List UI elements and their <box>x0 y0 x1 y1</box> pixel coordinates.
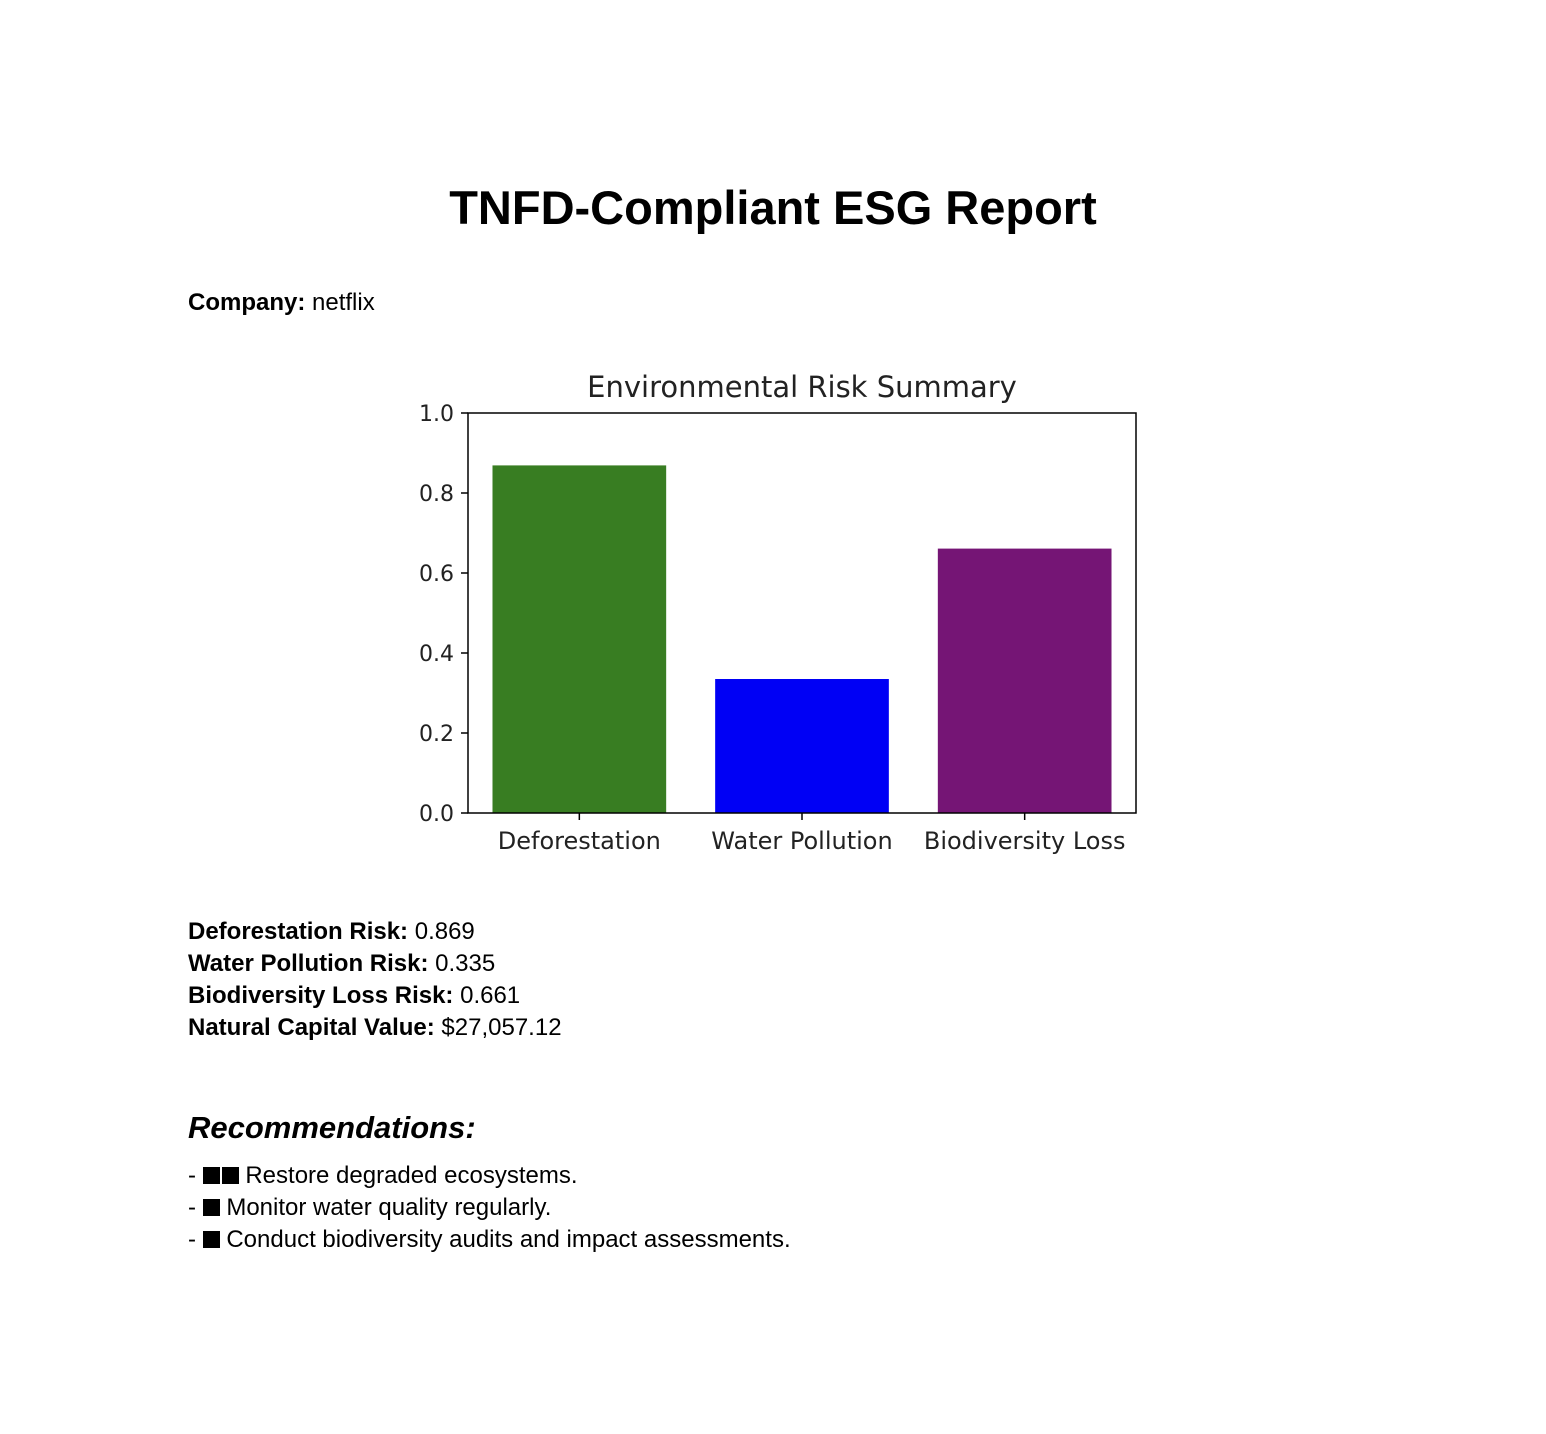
recommendations-list: - Restore degraded ecosystems. - Monitor… <box>188 1160 791 1256</box>
metric-value: 0.661 <box>460 982 521 1009</box>
x-tick-label: Deforestation <box>498 827 661 855</box>
metric-water-pollution-risk: Water Pollution Risk: 0.335 <box>188 948 562 980</box>
metric-label: Natural Capital Value: <box>188 1014 435 1041</box>
y-tick-label: 0.6 <box>419 562 454 587</box>
recommendation-item: - Restore degraded ecosystems. <box>188 1160 791 1192</box>
y-tick-label: 0.2 <box>419 722 454 747</box>
x-tick-label: Water Pollution <box>711 827 892 855</box>
environmental-risk-chart: Environmental Risk Summary Deforestation W… <box>419 370 1137 855</box>
report-title: TNFD-Compliant ESG Report <box>449 181 1097 234</box>
x-tick-label: Biodiversity Loss <box>924 827 1126 855</box>
metric-label: Deforestation Risk: <box>188 918 409 945</box>
black-square-icon <box>202 1231 220 1248</box>
metric-natural-capital-value: Natural Capital Value: $27,057.12 <box>188 1012 562 1044</box>
recommendation-text: Restore degraded ecosystems. <box>245 1162 578 1189</box>
recommendation-text: Monitor water quality regularly. <box>226 1194 552 1221</box>
metric-biodiversity-loss-risk: Biodiversity Loss Risk: 0.661 <box>188 980 562 1012</box>
bar-water-pollution <box>715 679 889 813</box>
metric-deforestation-risk: Deforestation Risk: 0.869 <box>188 916 562 948</box>
recommendation-item: - Monitor water quality regularly. <box>188 1192 791 1224</box>
metric-label: Biodiversity Loss Risk: <box>188 982 454 1009</box>
y-tick-label: 0.8 <box>419 482 454 507</box>
y-tick-label: 0.4 <box>419 642 454 667</box>
list-dash: - <box>188 1194 196 1221</box>
plot-frame <box>467 412 1137 814</box>
metric-value: 0.335 <box>435 950 496 977</box>
recommendation-text: Conduct biodiversity audits and impact a… <box>226 1226 791 1253</box>
list-dash: - <box>188 1162 196 1189</box>
metric-label: Water Pollution Risk: <box>188 950 429 977</box>
company-label: Company: <box>188 289 306 316</box>
y-tick-label: 1.0 <box>419 402 454 427</box>
y-tick-label: 0.0 <box>419 802 454 827</box>
company-line: Company: netflix <box>188 287 375 319</box>
list-dash: - <box>188 1226 196 1253</box>
metric-value: 0.869 <box>414 918 475 945</box>
metrics-list: Deforestation Risk: 0.869 Water Pollutio… <box>188 916 562 1044</box>
metric-value: $27,057.12 <box>441 1014 562 1041</box>
black-square-icon <box>202 1199 220 1216</box>
chart-title: Environmental Risk Summary <box>587 370 1017 404</box>
recommendations-heading: Recommendations: <box>188 1110 476 1145</box>
bar-deforestation <box>492 465 667 813</box>
bar-biodiversity-loss <box>937 548 1112 813</box>
recommendation-item: - Conduct biodiversity audits and impact… <box>188 1224 791 1256</box>
black-square-icon <box>202 1167 220 1184</box>
company-name: netflix <box>312 289 375 316</box>
black-square-icon <box>221 1167 239 1184</box>
